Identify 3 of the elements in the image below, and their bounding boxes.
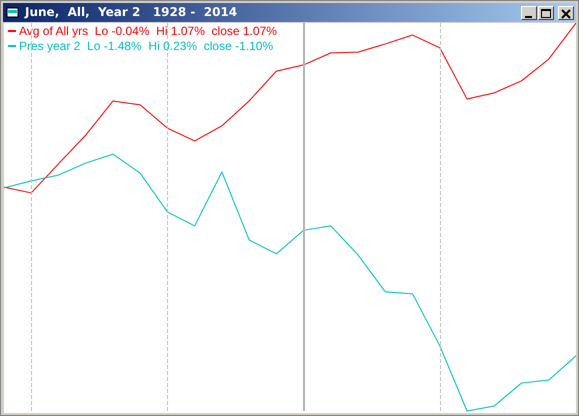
legend-label: Pres year 2 Lo -1.48% Hi 0.23% close -1.10%: [19, 39, 274, 53]
legend-label: Avg of All yrs Lo -0.04% Hi 1.07% close 1.07%: [19, 24, 278, 38]
chart-title: June, All, Year 2 1928 - 2014: [25, 5, 238, 19]
